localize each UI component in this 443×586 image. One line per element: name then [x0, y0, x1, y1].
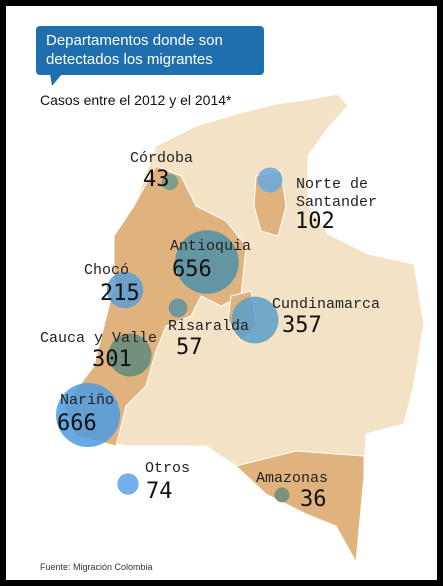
map: [56, 93, 425, 564]
region-name: Antioquia: [170, 238, 252, 255]
bubble: [257, 167, 283, 193]
region-name: Cauca y Valle: [40, 330, 158, 347]
bubble: [161, 173, 179, 191]
region-value: 36: [300, 487, 327, 512]
region-value: 656: [172, 257, 212, 282]
region-name: Nariño: [60, 392, 115, 409]
bubble: [108, 333, 152, 377]
subtitle: Casos entre el 2012 y el 2014*: [40, 92, 232, 108]
region-value: 57: [176, 335, 203, 360]
bubble: [56, 383, 120, 447]
region-value: 74: [146, 479, 173, 504]
bubble: [231, 296, 279, 344]
region-value: 215: [100, 281, 140, 306]
bubble: [175, 230, 239, 294]
region-name: Cundinamarca: [272, 296, 381, 313]
region-name: Amazonas: [256, 470, 329, 487]
region-name: Córdoba: [130, 150, 194, 167]
region-name: Risaralda: [168, 318, 250, 335]
region-value: 357: [282, 313, 322, 338]
bubble: [106, 271, 144, 309]
region-value: 666: [57, 411, 97, 436]
region-name: Otros: [145, 460, 191, 477]
region-value: 102: [295, 209, 335, 234]
region-name: Chocó: [84, 262, 130, 279]
bubble: [274, 487, 290, 503]
region-name: Norte de Santander: [296, 176, 378, 211]
bubble: [117, 473, 139, 495]
region-value: 43: [143, 167, 170, 192]
bubble: [168, 298, 188, 318]
source: Fuente: Migración Colombia: [40, 562, 153, 572]
title-box: Departamentos donde son detectados los m…: [36, 26, 264, 75]
region-value: 301: [92, 347, 132, 372]
